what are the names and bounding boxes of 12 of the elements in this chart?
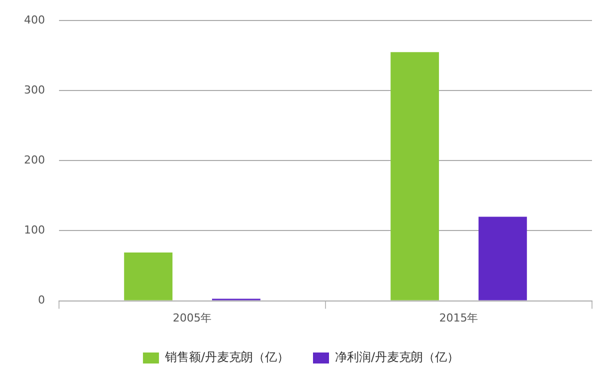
- bar: [124, 252, 172, 300]
- x-tick-label: 2015年: [439, 311, 478, 324]
- x-tick-label: 2005年: [172, 311, 212, 324]
- y-tick-label: 100: [24, 224, 45, 237]
- bar: [478, 216, 527, 300]
- bar: [390, 52, 439, 300]
- legend-label: 销售额/丹麦克朗（亿）: [164, 350, 290, 364]
- y-tick-label: 300: [24, 84, 45, 97]
- legend-label: 净利润/丹麦克朗（亿）: [335, 350, 460, 364]
- y-tick-label: 200: [24, 154, 45, 167]
- y-tick-label: 0: [38, 294, 45, 307]
- y-tick-label: 400: [24, 13, 45, 26]
